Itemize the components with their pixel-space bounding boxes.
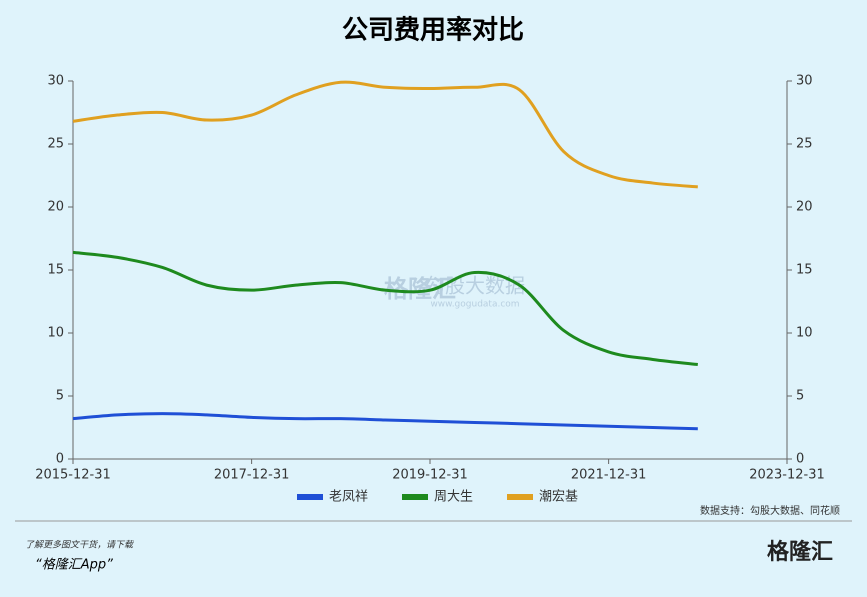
x-tick-label: 2017-12-31 xyxy=(214,468,290,483)
y2-tick-label: 0 xyxy=(796,452,804,467)
legend-swatch xyxy=(297,494,323,500)
legend-label: 老凤祥 xyxy=(329,490,368,505)
y-tick-label: 30 xyxy=(47,74,64,89)
y-tick-label: 15 xyxy=(47,263,64,278)
legend-label: 周大生 xyxy=(434,490,473,505)
footer-note: 了解更多图文干货，请下载 xyxy=(25,540,134,551)
footer-app: “格隆汇App” xyxy=(35,558,113,573)
line-series xyxy=(72,250,698,366)
y-tick-label: 5 xyxy=(56,389,64,404)
y-tick-label: 0 xyxy=(56,452,64,467)
legend-swatch xyxy=(402,494,428,500)
source: 数据支持：勾股大数据、同花顺 xyxy=(700,504,840,517)
watermark: 格隆汇 xyxy=(384,275,456,303)
line-series xyxy=(72,80,698,189)
y2-tick-label: 30 xyxy=(796,74,813,89)
x-tick-label: 2021-12-31 xyxy=(571,468,647,483)
y2-tick-label: 15 xyxy=(796,263,813,278)
y2-tick-label: 5 xyxy=(796,389,804,404)
x-tick-label: 2023-12-31 xyxy=(749,468,825,483)
x-tick-label: 2019-12-31 xyxy=(392,468,468,483)
legend-swatch xyxy=(507,494,533,500)
legend-label: 潮宏基 xyxy=(539,490,578,505)
y2-tick-label: 10 xyxy=(796,326,813,341)
y-tick-label: 25 xyxy=(47,137,64,152)
line-series xyxy=(72,412,698,431)
y2-tick-label: 20 xyxy=(796,200,813,215)
x-tick-label: 2015-12-31 xyxy=(35,468,111,483)
footer-logo: 格隆汇 xyxy=(767,539,833,565)
chart-title: 公司费用率对比 xyxy=(342,15,524,46)
y2-tick-label: 25 xyxy=(796,137,813,152)
y-tick-label: 10 xyxy=(47,326,64,341)
watermark: www.gogudata.com xyxy=(430,300,519,310)
y-tick-label: 20 xyxy=(47,200,64,215)
